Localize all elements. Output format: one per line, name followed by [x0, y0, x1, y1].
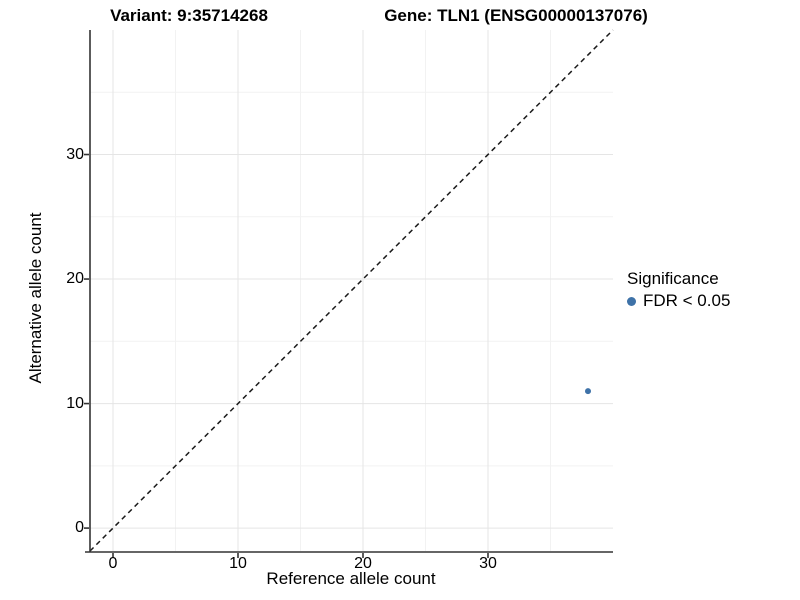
legend-item-label: FDR < 0.05	[643, 291, 731, 310]
y-tick-label: 20	[66, 270, 84, 288]
legend: Significance FDR < 0.05	[627, 269, 730, 311]
x-tick-label: 20	[354, 555, 372, 572]
legend-key-dot	[627, 296, 636, 306]
data-point	[585, 388, 591, 395]
legend-item: FDR < 0.05	[627, 291, 730, 311]
plot-panel	[84, 29, 614, 558]
plot-title-variant: Variant: 9:35714268	[110, 6, 268, 25]
y-tick-label: 0	[75, 519, 84, 537]
y-tick-label: 10	[66, 394, 84, 412]
x-tick-label: 30	[479, 555, 497, 572]
x-axis-title: Reference allele count	[266, 569, 436, 588]
y-axis-title: Alternative allele count	[26, 212, 45, 384]
y-tick-label: 30	[66, 145, 84, 163]
plot-title-gene: Gene: TLN1 (ENSG00000137076)	[384, 6, 648, 25]
x-tick-label: 0	[108, 555, 118, 572]
identity-dashed-line	[89, 29, 614, 552]
x-tick-label: 10	[229, 555, 247, 572]
legend-title: Significance	[627, 269, 719, 288]
